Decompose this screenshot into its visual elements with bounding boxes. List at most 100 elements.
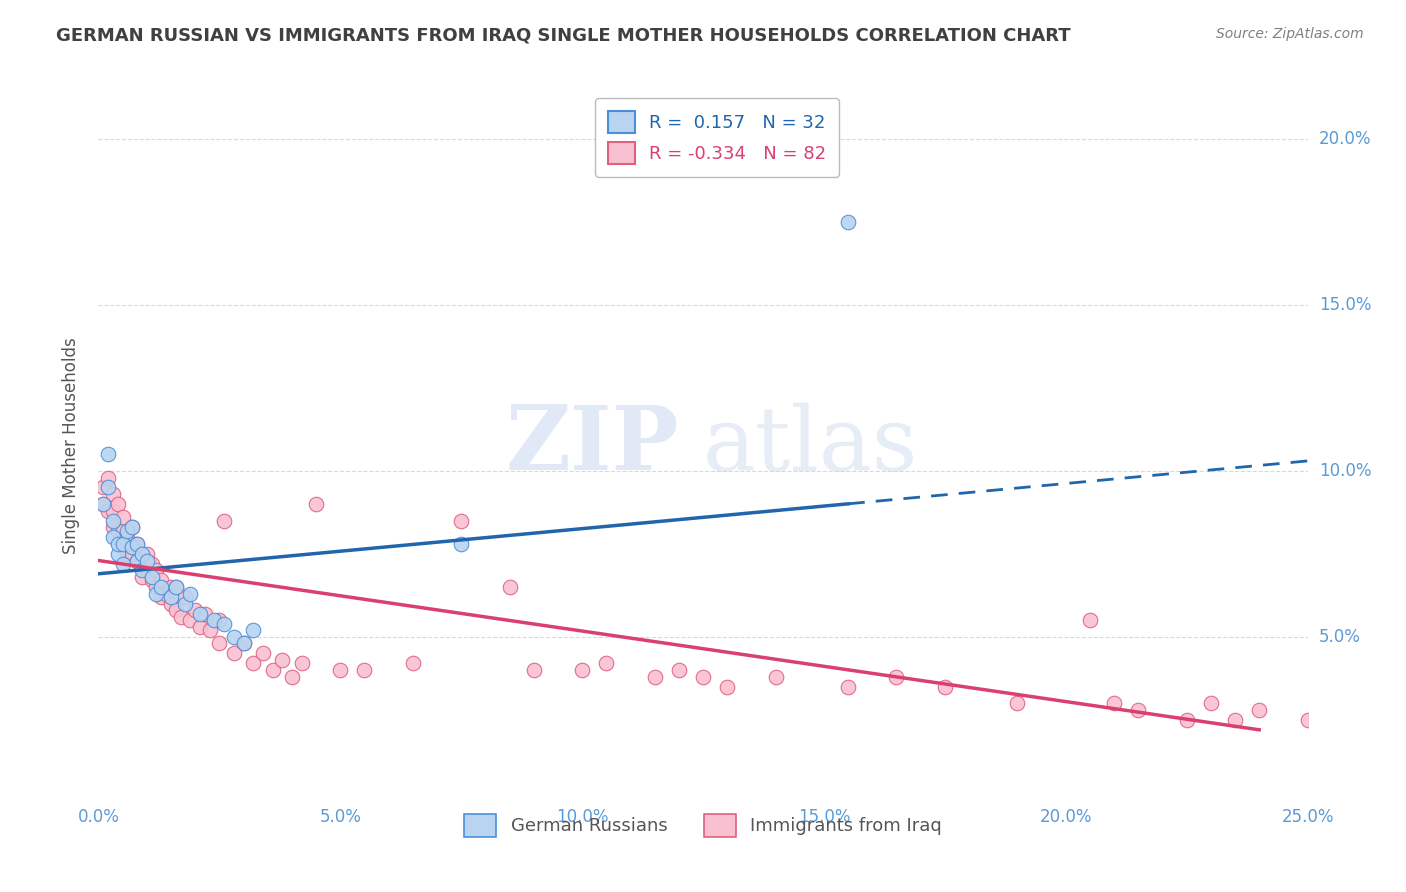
- Point: [91, 497, 114, 511]
- Point: [145, 564, 167, 578]
- Point: [305, 497, 328, 511]
- Point: [155, 587, 177, 601]
- Point: [97, 504, 120, 518]
- Point: [1320, 723, 1343, 737]
- Point: [1078, 613, 1101, 627]
- Point: [1223, 713, 1246, 727]
- Point: [107, 537, 129, 551]
- Point: [523, 663, 546, 677]
- Point: [208, 613, 231, 627]
- Point: [145, 587, 167, 601]
- Point: [668, 663, 690, 677]
- Point: [121, 520, 143, 534]
- Point: [127, 553, 149, 567]
- Point: [101, 514, 124, 528]
- Point: [1175, 713, 1198, 727]
- Point: [498, 580, 520, 594]
- Point: [765, 670, 787, 684]
- Point: [1344, 713, 1367, 727]
- Point: [150, 590, 173, 604]
- Text: 20.0%: 20.0%: [1319, 130, 1371, 148]
- Point: [101, 504, 124, 518]
- Point: [188, 607, 211, 621]
- Point: [141, 557, 163, 571]
- Point: [886, 670, 908, 684]
- Point: [111, 524, 134, 538]
- Point: [101, 487, 124, 501]
- Point: [91, 481, 114, 495]
- Point: [150, 580, 173, 594]
- Point: [160, 597, 183, 611]
- Point: [117, 547, 139, 561]
- Point: [135, 553, 157, 567]
- Legend: German Russians, Immigrants from Iraq: German Russians, Immigrants from Iraq: [457, 807, 949, 844]
- Point: [111, 537, 134, 551]
- Point: [1369, 713, 1392, 727]
- Point: [165, 580, 187, 594]
- Point: [165, 580, 187, 594]
- Point: [91, 497, 114, 511]
- Point: [121, 520, 143, 534]
- Point: [281, 670, 304, 684]
- Point: [107, 497, 129, 511]
- Point: [1102, 696, 1125, 710]
- Point: [97, 470, 120, 484]
- Point: [450, 537, 472, 551]
- Point: [208, 636, 231, 650]
- Point: [131, 553, 153, 567]
- Point: [450, 514, 472, 528]
- Text: GERMAN RUSSIAN VS IMMIGRANTS FROM IRAQ SINGLE MOTHER HOUSEHOLDS CORRELATION CHAR: GERMAN RUSSIAN VS IMMIGRANTS FROM IRAQ S…: [56, 27, 1071, 45]
- Point: [150, 574, 173, 588]
- Point: [169, 610, 191, 624]
- Point: [117, 524, 139, 538]
- Point: [135, 547, 157, 561]
- Point: [179, 587, 201, 601]
- Point: [692, 670, 714, 684]
- Point: [837, 680, 859, 694]
- Point: [188, 620, 211, 634]
- Point: [165, 603, 187, 617]
- Point: [262, 663, 284, 677]
- Point: [934, 680, 956, 694]
- Point: [1007, 696, 1029, 710]
- Point: [160, 580, 183, 594]
- Point: [222, 630, 245, 644]
- Point: [1296, 713, 1319, 727]
- Point: [160, 590, 183, 604]
- Point: [127, 537, 149, 551]
- Point: [101, 520, 124, 534]
- Point: [131, 564, 153, 578]
- Point: [121, 540, 143, 554]
- Point: [212, 514, 235, 528]
- Text: 10.0%: 10.0%: [1319, 462, 1371, 480]
- Point: [329, 663, 352, 677]
- Point: [111, 537, 134, 551]
- Point: [595, 657, 617, 671]
- Point: [179, 613, 201, 627]
- Text: Source: ZipAtlas.com: Source: ZipAtlas.com: [1216, 27, 1364, 41]
- Point: [135, 564, 157, 578]
- Point: [198, 624, 221, 638]
- Point: [204, 613, 226, 627]
- Point: [174, 590, 197, 604]
- Point: [222, 647, 245, 661]
- Point: [1249, 703, 1271, 717]
- Point: [111, 510, 134, 524]
- Point: [131, 547, 153, 561]
- Point: [111, 557, 134, 571]
- Point: [141, 570, 163, 584]
- Point: [121, 547, 143, 561]
- Point: [117, 530, 139, 544]
- Text: 5.0%: 5.0%: [1319, 628, 1361, 646]
- Text: 15.0%: 15.0%: [1319, 296, 1371, 314]
- Point: [232, 636, 254, 650]
- Point: [194, 607, 217, 621]
- Point: [353, 663, 375, 677]
- Text: atlas: atlas: [703, 402, 918, 490]
- Point: [184, 603, 207, 617]
- Point: [571, 663, 593, 677]
- Point: [212, 616, 235, 631]
- Point: [127, 537, 149, 551]
- Point: [97, 481, 120, 495]
- Point: [252, 647, 274, 661]
